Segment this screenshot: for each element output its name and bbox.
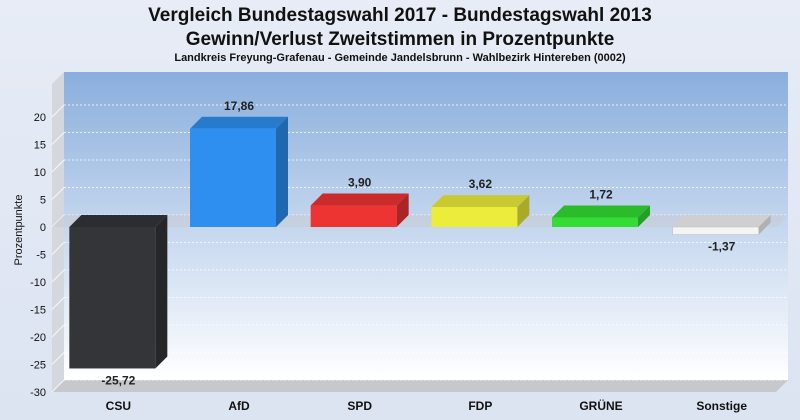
chart-subtitle: Landkreis Freyung-Grafenau - Gemeinde Ja…: [174, 52, 626, 64]
bar-front: [69, 227, 156, 369]
data-label: 17,86: [224, 99, 254, 113]
y-axis-label: Prozentpunkte: [13, 195, 25, 266]
x-tick-label: FDP: [468, 399, 492, 413]
plot-side-wall: [52, 72, 64, 392]
y-tick-label: -25: [30, 360, 46, 372]
gridline-side: [51, 352, 65, 365]
gridline-side: [51, 379, 65, 393]
bar-fdp: [431, 195, 530, 227]
y-tick-label: -30: [30, 387, 46, 399]
y-tick-label: -10: [30, 277, 46, 289]
y-tick-label: 20: [34, 112, 46, 124]
chart-title-line1: Vergleich Bundestagswahl 2017 - Bundesta…: [148, 5, 652, 26]
data-label: 1,72: [589, 188, 613, 202]
gridline-side: [51, 269, 65, 283]
bar-side: [155, 215, 168, 369]
data-label: 3,62: [469, 177, 493, 191]
bar-front: [552, 217, 638, 227]
gridline-side: [51, 159, 65, 173]
bar-top: [69, 215, 168, 227]
bar-top: [552, 205, 650, 218]
bar-front: [190, 128, 276, 227]
y-tick-label: 15: [34, 140, 46, 152]
bar-front: [431, 207, 518, 227]
bar-top: [190, 116, 288, 129]
bar-side: [638, 205, 650, 227]
bar-spd: [310, 193, 409, 227]
bar-csu: [69, 215, 168, 369]
chart-title: Vergleich Bundestagswahl 2017 - Bundesta…: [0, 4, 800, 52]
bar-side: [276, 116, 288, 227]
bar-top: [310, 193, 409, 206]
gridline-side: [51, 104, 65, 118]
gridline-side: [51, 324, 65, 338]
data-label: 3,90: [348, 176, 372, 190]
y-tick-label: 5: [40, 195, 46, 207]
gridline-side: [51, 132, 65, 145]
y-tick-label: -20: [30, 332, 46, 344]
y-tick-label: -15: [30, 305, 46, 317]
data-label: -1,37: [708, 240, 736, 254]
gridline-side: [51, 187, 65, 200]
gridline-side: [51, 297, 65, 310]
bar-front: [310, 205, 397, 227]
x-tick-label: Sonstige: [696, 399, 747, 413]
data-label: -25,72: [101, 373, 135, 387]
bar-front: [672, 226, 759, 235]
bar-top: [672, 215, 771, 227]
y-tick-label: -5: [36, 250, 46, 262]
chart-title-line2: Gewinn/Verlust Zweitstimmen in Prozentpu…: [185, 29, 615, 50]
x-tick-label: SPD: [347, 399, 372, 413]
bar-afd: [190, 116, 288, 227]
bar-side: [396, 193, 409, 227]
plot-floor: [52, 380, 788, 392]
x-tick-label: AfD: [228, 399, 250, 413]
x-tick-label: GRÜNE: [579, 398, 622, 413]
bar-side: [758, 215, 771, 235]
bar-top: [431, 195, 530, 208]
y-tick-label: 0: [40, 222, 46, 234]
bar-grüne: [552, 205, 650, 227]
bar-side: [517, 195, 530, 227]
gridline-side: [51, 242, 65, 255]
x-tick-label: CSU: [106, 399, 131, 413]
bar-sonstige: [672, 215, 771, 235]
y-tick-label: 10: [34, 167, 46, 179]
